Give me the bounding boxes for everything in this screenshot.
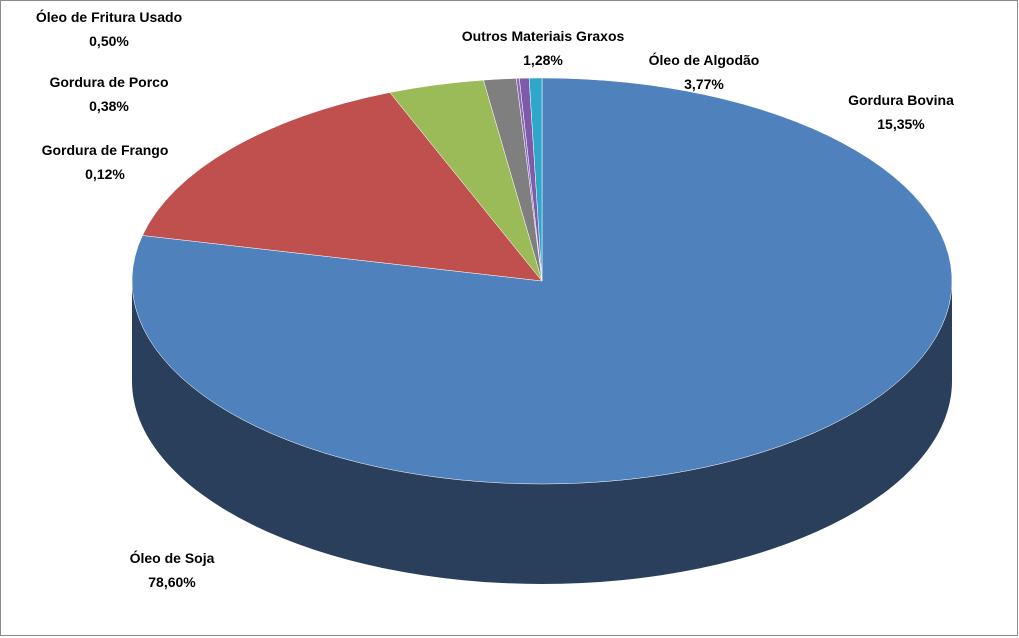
- slice-value-oleo-de-soja: 78,60%: [148, 574, 196, 590]
- slice-label-oleo-de-algodao: Óleo de Algodão: [649, 51, 760, 68]
- slice-gordura-bovina: [142, 92, 543, 282]
- slice-label-gordura-bovina: Gordura Bovina: [848, 92, 954, 108]
- slice-label-oleo-de-fritura-usado: Óleo de Fritura Usado: [36, 8, 182, 25]
- slice-value-oleo-de-fritura-usado: 0,50%: [89, 33, 129, 49]
- slice-value-oleo-de-algodao: 3,77%: [684, 76, 724, 92]
- slice-side-oleo-de-soja: [132, 281, 952, 584]
- slice-label-outros-materiais-graxos: Outros Materiais Graxos: [462, 28, 625, 44]
- slice-value-gordura-bovina: 15,35%: [877, 116, 925, 132]
- slice-oleo-de-fritura-usado: [528, 77, 543, 282]
- slice-value-outros-materiais-graxos: 1,28%: [523, 52, 563, 68]
- slice-label-gordura-de-porco: Gordura de Porco: [49, 74, 168, 90]
- slice-value-gordura-de-frango: 0,12%: [85, 166, 125, 182]
- slice-label-oleo-de-soja: Óleo de Soja: [130, 549, 215, 566]
- slice-label-gordura-de-frango: Gordura de Frango: [42, 142, 169, 158]
- slice-value-gordura-de-porco: 0,38%: [89, 98, 129, 114]
